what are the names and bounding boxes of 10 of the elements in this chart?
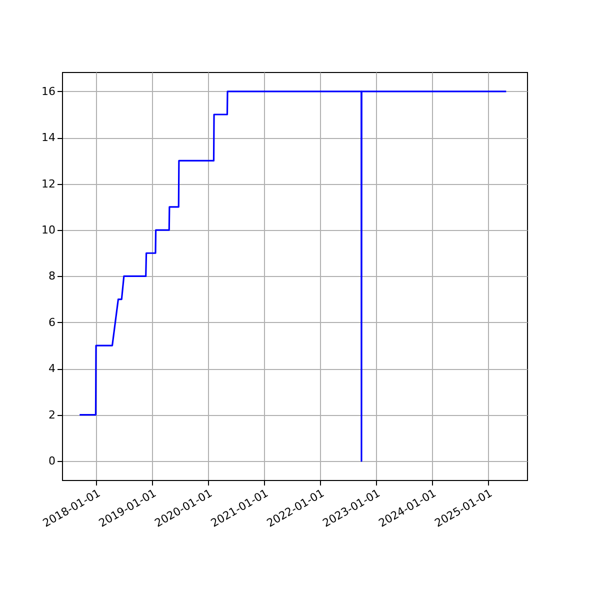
y-tick-label: 16 [42,84,56,98]
y-tick-label: 0 [48,454,56,468]
y-tick-label: 10 [42,224,56,237]
y-tick-label: 14 [42,131,56,144]
y-tick-label: 8 [48,270,56,283]
y-tick-label: 4 [48,362,56,376]
line-series [78,90,507,462]
y-tick-label: 12 [42,177,56,190]
y-tick-label: 6 [48,316,56,329]
y-tick-label: 2 [48,408,56,422]
